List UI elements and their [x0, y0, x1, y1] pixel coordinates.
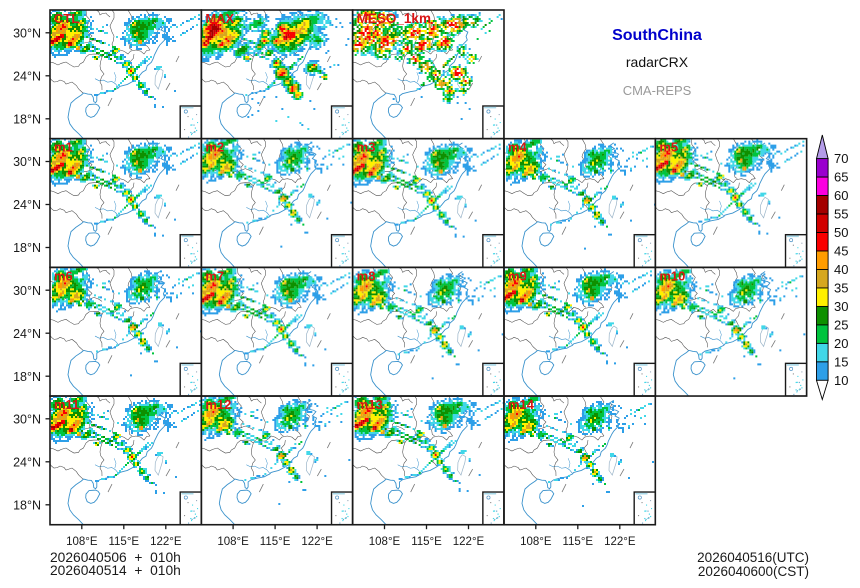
- svg-text:24°N: 24°N: [13, 327, 41, 341]
- svg-text:30: 30: [834, 299, 848, 314]
- svg-text:2026040514 + 010h: 2026040514 + 010h: [50, 563, 181, 578]
- svg-text:108°E: 108°E: [217, 536, 249, 548]
- svg-text:m13: m13: [357, 397, 383, 412]
- svg-text:122°E: 122°E: [301, 536, 333, 548]
- svg-text:122°E: 122°E: [604, 536, 636, 548]
- svg-text:45: 45: [834, 244, 848, 259]
- svg-text:115°E: 115°E: [411, 536, 442, 548]
- svg-text:115°E: 115°E: [260, 536, 291, 548]
- svg-text:CMA-REPS: CMA-REPS: [623, 83, 692, 98]
- svg-text:20: 20: [834, 336, 848, 351]
- svg-text:m6: m6: [54, 268, 73, 283]
- svg-text:115°E: 115°E: [108, 536, 139, 548]
- svg-text:108°E: 108°E: [520, 536, 552, 548]
- svg-text:122°E: 122°E: [453, 536, 485, 548]
- svg-text:2026040600(CST): 2026040600(CST): [698, 564, 809, 579]
- svg-text:18°N: 18°N: [13, 498, 41, 512]
- svg-text:m8: m8: [357, 268, 376, 283]
- svg-text:70: 70: [834, 151, 848, 166]
- svg-text:18°N: 18°N: [13, 112, 41, 126]
- svg-text:50: 50: [834, 225, 848, 240]
- svg-text:CTL: CTL: [54, 11, 79, 26]
- svg-text:m12: m12: [205, 397, 231, 412]
- svg-text:24°N: 24°N: [13, 198, 41, 212]
- svg-text:55: 55: [834, 207, 848, 222]
- svg-text:SouthChina: SouthChina: [612, 27, 702, 44]
- svg-text:115°E: 115°E: [562, 536, 593, 548]
- svg-text:MESO_1km: MESO_1km: [357, 11, 431, 26]
- svg-text:m3: m3: [357, 140, 376, 155]
- svg-text:122°E: 122°E: [150, 536, 182, 548]
- svg-text:40: 40: [834, 262, 848, 277]
- svg-text:MAX: MAX: [205, 11, 234, 26]
- svg-text:30°N: 30°N: [13, 284, 41, 298]
- svg-text:m10: m10: [659, 268, 685, 283]
- svg-text:radarCRX: radarCRX: [626, 54, 689, 70]
- svg-text:108°E: 108°E: [66, 536, 98, 548]
- svg-text:35: 35: [834, 281, 848, 296]
- svg-text:10: 10: [834, 373, 848, 388]
- svg-text:24°N: 24°N: [13, 69, 41, 83]
- svg-text:15: 15: [834, 354, 848, 369]
- svg-text:18°N: 18°N: [13, 370, 41, 384]
- svg-text:18°N: 18°N: [13, 241, 41, 255]
- svg-text:108°E: 108°E: [369, 536, 401, 548]
- svg-text:m11: m11: [54, 397, 79, 412]
- svg-text:2026040516(UTC): 2026040516(UTC): [697, 550, 809, 565]
- svg-text:m5: m5: [659, 140, 678, 155]
- svg-text:65: 65: [834, 170, 848, 185]
- svg-text:30°N: 30°N: [13, 26, 41, 40]
- svg-text:m14: m14: [508, 397, 535, 412]
- svg-text:60: 60: [834, 188, 848, 203]
- svg-text:m2: m2: [205, 140, 224, 155]
- svg-text:25: 25: [834, 317, 848, 332]
- svg-text:m4: m4: [508, 140, 528, 155]
- svg-text:m1: m1: [54, 140, 73, 155]
- svg-text:30°N: 30°N: [13, 412, 41, 426]
- svg-text:2026040506 + 010h: 2026040506 + 010h: [50, 550, 181, 565]
- svg-text:m9: m9: [508, 268, 527, 283]
- svg-text:24°N: 24°N: [13, 455, 41, 469]
- svg-text:m7: m7: [205, 268, 224, 283]
- svg-text:30°N: 30°N: [13, 155, 41, 169]
